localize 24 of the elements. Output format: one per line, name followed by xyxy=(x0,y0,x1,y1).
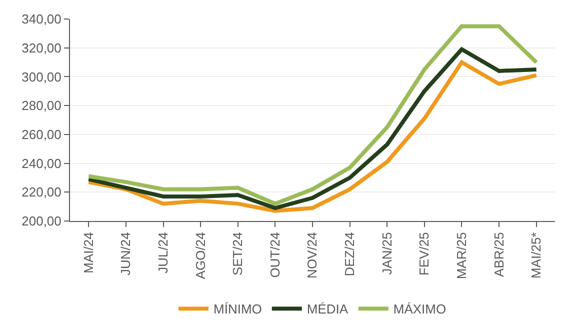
y-tick-label: 340,00 xyxy=(22,12,62,27)
x-tick-label: JAN/25 xyxy=(379,232,394,275)
x-tick-label: ABR/25 xyxy=(491,232,506,278)
x-tick-label: DEZ/24 xyxy=(342,232,358,276)
y-tick-label: 200,00 xyxy=(22,214,62,229)
x-tick-label: SET/24 xyxy=(230,232,246,276)
y-tick-label: 240,00 xyxy=(22,156,62,171)
y-tick-label: 280,00 xyxy=(22,98,62,114)
x-tick-label: MAR/25 xyxy=(454,232,469,280)
legend-label: MÉDIA xyxy=(306,302,348,317)
x-tick-label: FEV/25 xyxy=(416,232,432,276)
y-tick-label: 220,00 xyxy=(22,184,62,200)
x-tick-label: OUT/24 xyxy=(267,232,282,278)
x-tick-label: MAI/25* xyxy=(528,232,544,278)
x-tick-label: JUN/24 xyxy=(118,232,134,276)
x-tick-label: JUL/24 xyxy=(155,232,170,274)
y-tick-label: 260,00 xyxy=(22,126,62,142)
legend-label: MÍNIMO xyxy=(214,302,262,317)
legend-label: MÁXIMO xyxy=(393,302,446,317)
x-tick-label: NOV/24 xyxy=(304,232,320,278)
x-tick-label: AGO/24 xyxy=(192,232,208,280)
x-tick-label: MAI/24 xyxy=(80,232,96,274)
y-tick-label: 300,00 xyxy=(22,69,62,84)
y-tick-label: 320,00 xyxy=(22,40,62,56)
